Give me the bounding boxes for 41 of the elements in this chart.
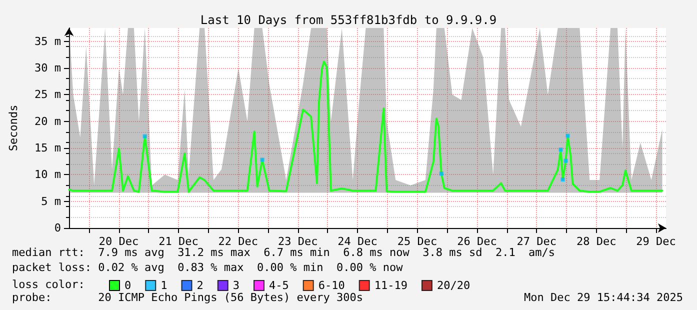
y-axis-title: Seconds	[7, 104, 20, 152]
x-tick-label: 27 Dec	[516, 235, 557, 248]
legend-label: 3	[232, 279, 240, 292]
legend-label: 6-10	[318, 279, 345, 292]
x-tick-label: 25 Dec	[397, 235, 438, 248]
point	[558, 148, 563, 152]
legend-label: 2	[196, 279, 204, 292]
line-series	[68, 60, 664, 193]
point	[560, 177, 565, 182]
x-tick-label: 29 Dec	[636, 235, 676, 248]
y-tick-label: 30 m	[34, 62, 62, 74]
legend-label: 1	[160, 279, 168, 292]
x-tick-label: 23 Dec	[278, 235, 318, 248]
point	[260, 158, 264, 162]
x-tick-label: 26 Dec	[457, 235, 497, 248]
y-tick-label: 35 m	[34, 34, 62, 48]
x-tick-label: 28 Dec	[576, 235, 616, 248]
point	[564, 158, 568, 163]
x-tick-label: 24 Dec	[338, 235, 378, 248]
y-tick-label: 10 m	[34, 168, 62, 182]
text: Mon Dec 29 15:44:34 2025	[524, 291, 684, 304]
x-tick-label: 20 Dec	[98, 235, 139, 248]
text: probe: 20 ICMP Echo Pings (56 Bytes) every 300s	[12, 291, 363, 304]
legend-label: 20/20	[436, 279, 470, 292]
legend-label: 0	[124, 279, 132, 292]
text: median rtt: 7.9 ms avg 31.2 ms max 6.7 ms min 6.8 ms now 3.8 ms sd 2.1 am/s	[12, 246, 556, 259]
y-tick-label: 5 m	[41, 194, 62, 208]
legend-label: 11-19	[374, 279, 408, 292]
y-tick-label: 25 m	[34, 88, 62, 102]
y-tick-label: 0	[54, 222, 61, 234]
point	[439, 172, 444, 176]
point	[142, 134, 147, 138]
x-tick-label: 21 Dec	[158, 235, 198, 248]
text: packet loss: 0.02 % avg 0.83 % max 0.00 % min 0.00 % now	[12, 261, 404, 274]
legend-label: 4-5	[268, 279, 289, 292]
x-tick-label: 22 Dec	[218, 235, 258, 248]
chart-title: Last 10 Days from 553ff81b3fdb to 9.9.9.9	[200, 13, 497, 27]
y-tick-label: 15 m	[34, 142, 62, 154]
point	[566, 134, 570, 138]
legend-title: loss color:	[12, 278, 85, 291]
y-tick-label: 20 m	[34, 114, 62, 128]
